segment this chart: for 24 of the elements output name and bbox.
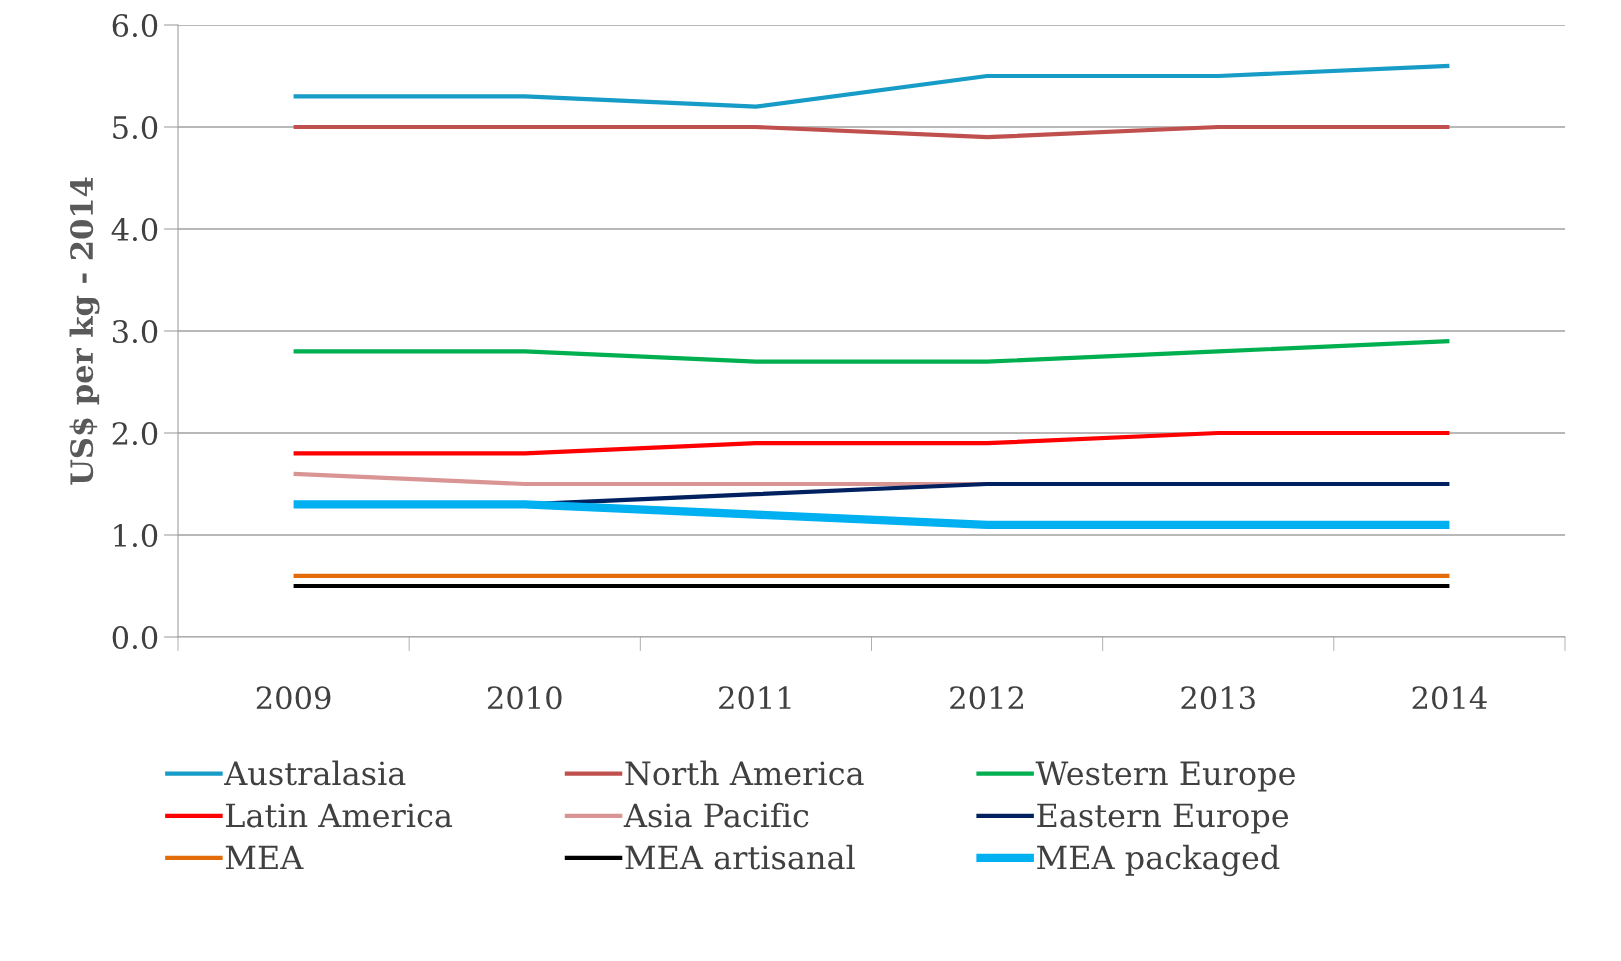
y-axis-title: US$ per kg - 2014 [69, 177, 100, 485]
legend-label: North America [625, 760, 864, 786]
x-tick-label: 2014 [1412, 686, 1487, 710]
legend-label: Australasia [224, 760, 406, 786]
legend-label: Asia Pacific [623, 802, 809, 828]
y-tick-label: 5.0 [113, 115, 158, 140]
y-tick-label: 1.0 [114, 523, 158, 548]
y-tick-label: 6.0 [112, 13, 158, 38]
legend-label: MEA artisanal [625, 844, 855, 870]
x-tick-label: 2009 [256, 686, 331, 710]
legend-label: MEA [225, 845, 304, 870]
y-tick-label: 0.0 [112, 625, 158, 650]
y-tick-label: 4.0 [111, 217, 158, 242]
x-tick-label: 2012 [950, 686, 1023, 710]
legend-label: Latin America [226, 803, 453, 828]
x-tick-label: 2013 [1181, 686, 1255, 710]
x-tick-label: 2011 [719, 686, 791, 710]
line-series [291, 63, 1452, 109]
x-tick-label: 2010 [487, 686, 562, 710]
legend-label: MEA packaged [1037, 844, 1280, 877]
y-tick-label: 2.0 [112, 421, 158, 446]
legend-label: Eastern Europe [1037, 803, 1289, 834]
y-tick-label: 3.0 [112, 319, 158, 344]
legend-label: Western Europe [1035, 761, 1295, 792]
